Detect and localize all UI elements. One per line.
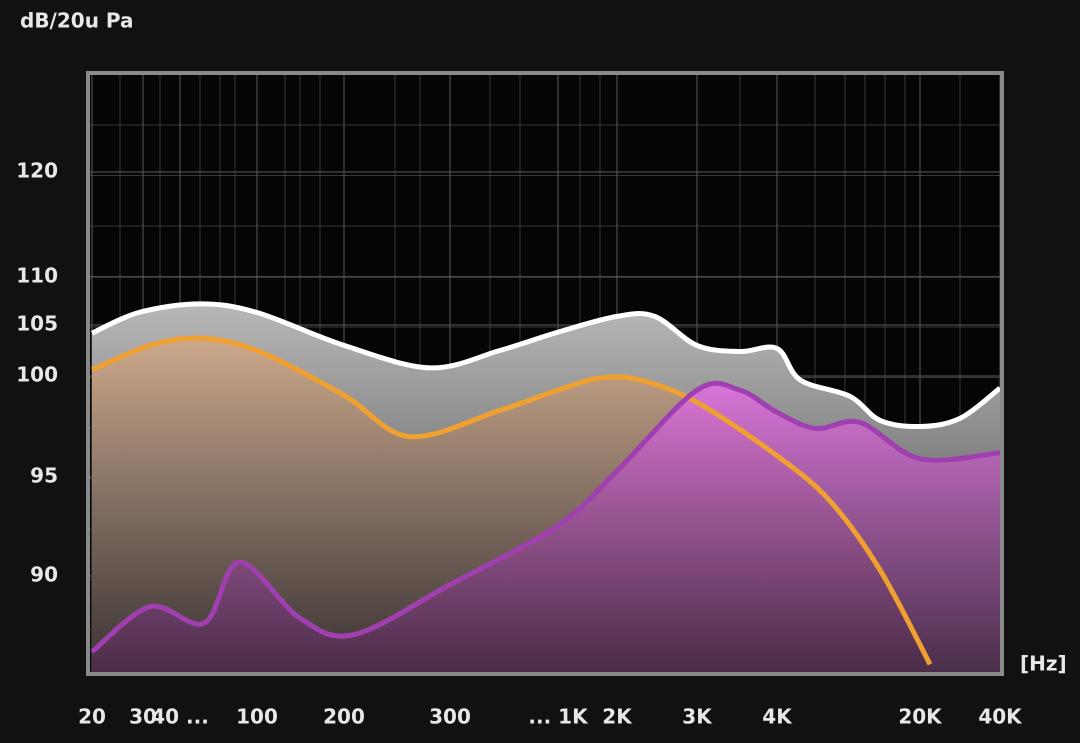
lines [90,301,1002,666]
x-tick-label: 2K [602,705,633,729]
x-tick-label: 300 [429,705,471,729]
y-tick-label: 95 [30,464,58,488]
x-tick-label: ... 1K [528,705,589,729]
x-tick-label: 200 [323,705,365,729]
y-tick-label: 110 [16,264,58,288]
x-axis-title: [Hz] [1020,652,1067,676]
y-tick-label: 120 [16,159,58,183]
x-tick-label: 3K [682,705,713,729]
x-tick-label: 30 [129,705,157,729]
plot-frame [86,71,1004,676]
y-tick-label: 105 [16,312,58,336]
x-tick-label: 4K [762,705,793,729]
y-axis-title: dB/20u Pa [20,9,134,33]
x-tick-label: 40K [978,705,1023,729]
y-tick-label: 100 [16,363,58,387]
series-line [91,335,933,666]
y-tick-label: 90 [30,563,58,587]
x-tick-label: 40 ... [151,705,209,729]
x-tick-label: 20K [898,705,943,729]
x-tick-label: 100 [236,705,278,729]
series-line [90,301,1002,430]
series-line [90,380,1001,654]
x-tick-label: 20 [78,705,106,729]
